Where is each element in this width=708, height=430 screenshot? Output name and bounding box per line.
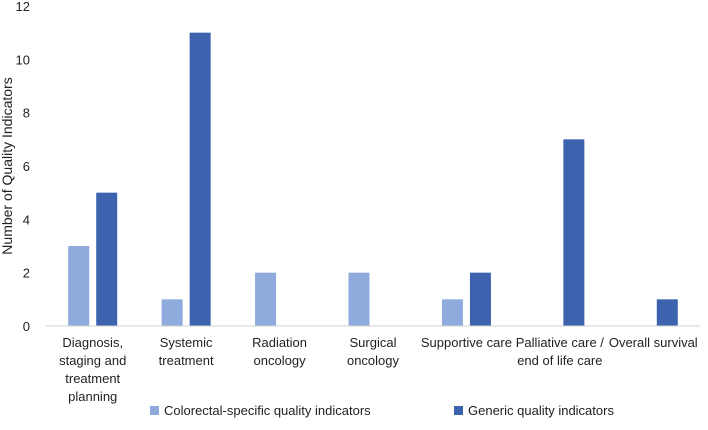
bar-colorectal-1 [161, 299, 183, 326]
legend: Colorectal-specific quality indicators Ge… [150, 403, 614, 418]
bar-colorectal-0 [68, 246, 90, 326]
category-label-line: end of life care [517, 353, 602, 368]
legend-label-colorectal: Colorectal-specific quality indicators [164, 403, 371, 418]
y-axis-ticks: 0 2 4 6 8 10 12 [16, 0, 30, 334]
category-label-line: Surgical [350, 335, 397, 350]
category-label-line: oncology [347, 353, 400, 368]
category-label: Palliative care / end of life care [516, 335, 605, 368]
category-label-line: oncology [254, 353, 307, 368]
category-label-line: treatment [65, 371, 120, 386]
y-axis-title: Number of Quality Indicators [0, 77, 15, 254]
category-label: Overall survival [609, 335, 698, 350]
bar-colorectal-2 [255, 272, 277, 326]
bar-generic-0 [96, 192, 118, 326]
legend-label-generic: Generic quality indicators [468, 403, 614, 418]
legend-swatch-colorectal [150, 406, 159, 415]
category-label-line: Radiation [252, 335, 307, 350]
y-tick-label: 8 [23, 106, 30, 121]
category-label: Supportive care [421, 335, 512, 350]
y-tick-label: 12 [16, 0, 30, 14]
bar-generic-5 [563, 139, 585, 326]
legend-swatch-generic [454, 406, 463, 415]
category-label-line: Overall survival [609, 335, 698, 350]
y-tick-label: 10 [16, 52, 30, 67]
category-label-line: staging and [59, 353, 126, 368]
bar-generic-4 [469, 272, 491, 326]
category-label-line: Systemic [160, 335, 213, 350]
bar-colorectal-3 [348, 272, 370, 326]
bar-generic-1 [189, 32, 211, 327]
y-tick-label: 6 [23, 159, 30, 174]
bar-generic-6 [656, 299, 678, 326]
category-label-line: treatment [159, 353, 214, 368]
category-labels: Diagnosis, staging and treatment planning Sy… [59, 335, 698, 404]
y-tick-label: 0 [23, 319, 30, 334]
category-label: Systemic treatment [159, 335, 214, 368]
y-tick-label: 2 [23, 266, 30, 281]
bar-colorectal-4 [441, 299, 463, 326]
bars [68, 32, 678, 327]
category-label-line: planning [68, 389, 117, 404]
category-label: Surgical oncology [347, 335, 400, 368]
category-label: Diagnosis, staging and treatment planning [59, 335, 126, 404]
category-label-line: Supportive care [421, 335, 512, 350]
category-label: Radiation oncology [252, 335, 307, 368]
category-label-line: Diagnosis, [62, 335, 123, 350]
y-tick-label: 4 [23, 212, 30, 227]
category-label-line: Palliative care / [516, 335, 605, 350]
